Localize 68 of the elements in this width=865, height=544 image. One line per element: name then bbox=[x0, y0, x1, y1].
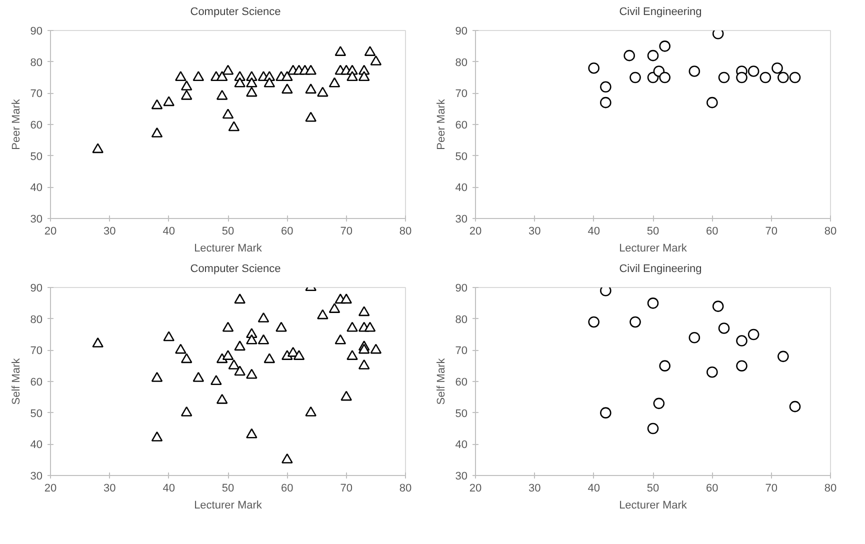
y-tick-label: 90 bbox=[455, 282, 468, 294]
y-tick-label: 90 bbox=[30, 282, 43, 294]
y-tick-label: 60 bbox=[455, 376, 468, 388]
x-tick-label: 40 bbox=[588, 482, 600, 494]
x-axis-title: Lecturer Mark bbox=[619, 242, 688, 254]
x-axis-title: Lecturer Mark bbox=[194, 242, 262, 254]
x-tick-label: 80 bbox=[824, 226, 837, 238]
y-tick-label: 40 bbox=[455, 182, 468, 194]
x-tick-label: 20 bbox=[469, 226, 482, 238]
y-tick-label: 50 bbox=[30, 408, 43, 420]
y-tick-label: 80 bbox=[30, 56, 43, 69]
y-tick-label: 90 bbox=[30, 26, 43, 38]
x-tick-label: 50 bbox=[222, 226, 234, 238]
y-tick-label: 60 bbox=[455, 120, 468, 132]
x-tick-label: 40 bbox=[588, 226, 600, 238]
y-tick-label: 50 bbox=[455, 150, 468, 163]
y-tick-label: 30 bbox=[455, 470, 468, 482]
x-tick-label: 20 bbox=[469, 482, 482, 494]
x-axis-title: Lecturer Mark bbox=[619, 500, 688, 512]
x-tick-label: 30 bbox=[104, 482, 116, 494]
y-tick-label: 30 bbox=[30, 214, 43, 226]
x-tick-label: 30 bbox=[528, 226, 541, 238]
x-tick-label: 30 bbox=[104, 226, 116, 238]
y-tick-label: 50 bbox=[455, 408, 468, 420]
y-tick-label: 40 bbox=[30, 439, 43, 452]
y-axis-title: Self Mark bbox=[435, 358, 448, 405]
text: Computer Science bbox=[190, 263, 281, 275]
x-tick-label: 70 bbox=[765, 226, 778, 238]
x-tick-label: 60 bbox=[281, 482, 294, 494]
y-tick-label: 60 bbox=[30, 376, 43, 388]
y-tick-label: 50 bbox=[30, 150, 43, 163]
y-tick-label: 40 bbox=[455, 439, 468, 452]
x-tick-label: 70 bbox=[340, 482, 352, 494]
x-tick-label: 20 bbox=[44, 226, 57, 238]
y-axis-title: Peer Mark bbox=[435, 98, 448, 150]
y-tick-label: 90 bbox=[455, 26, 468, 38]
y-tick-label: 80 bbox=[455, 314, 468, 326]
x-tick-label: 80 bbox=[399, 482, 412, 494]
x-tick-label: 80 bbox=[399, 226, 412, 238]
x-tick-label: 30 bbox=[528, 482, 541, 494]
y-tick-label: 80 bbox=[30, 314, 43, 326]
series-label: Civil Engineering bbox=[619, 6, 702, 18]
y-tick-label: 30 bbox=[30, 470, 43, 482]
x-tick-label: 60 bbox=[706, 482, 718, 494]
x-tick-label: 20 bbox=[44, 482, 57, 494]
y-tick-label: 60 bbox=[30, 120, 43, 132]
x-tick-label: 50 bbox=[646, 226, 660, 238]
y-tick-label: 70 bbox=[455, 88, 468, 100]
y-tick-label: 30 bbox=[455, 214, 468, 226]
x-tick-label: 50 bbox=[646, 482, 660, 494]
y-tick-label: 80 bbox=[455, 56, 468, 69]
y-axis-title: Self Mark bbox=[10, 358, 22, 405]
text: Computer Science bbox=[190, 6, 281, 18]
y-axis-title: Peer Mark bbox=[10, 98, 22, 150]
y-tick-label: 70 bbox=[455, 345, 468, 358]
x-tick-label: 70 bbox=[765, 482, 778, 494]
series-label: Civil Engineering bbox=[619, 263, 702, 275]
x-tick-label: 40 bbox=[162, 226, 175, 238]
x-tick-label: 50 bbox=[222, 482, 234, 494]
x-axis-title: Lecturer Mark bbox=[194, 500, 262, 512]
x-tick-label: 60 bbox=[281, 226, 294, 238]
x-tick-label: 80 bbox=[824, 482, 837, 494]
y-tick-label: 70 bbox=[30, 88, 43, 100]
x-tick-label: 60 bbox=[706, 226, 718, 238]
x-tick-label: 40 bbox=[162, 482, 175, 494]
x-tick-label: 70 bbox=[340, 226, 352, 238]
y-tick-label: 40 bbox=[30, 182, 43, 194]
y-tick-label: 70 bbox=[30, 345, 43, 358]
